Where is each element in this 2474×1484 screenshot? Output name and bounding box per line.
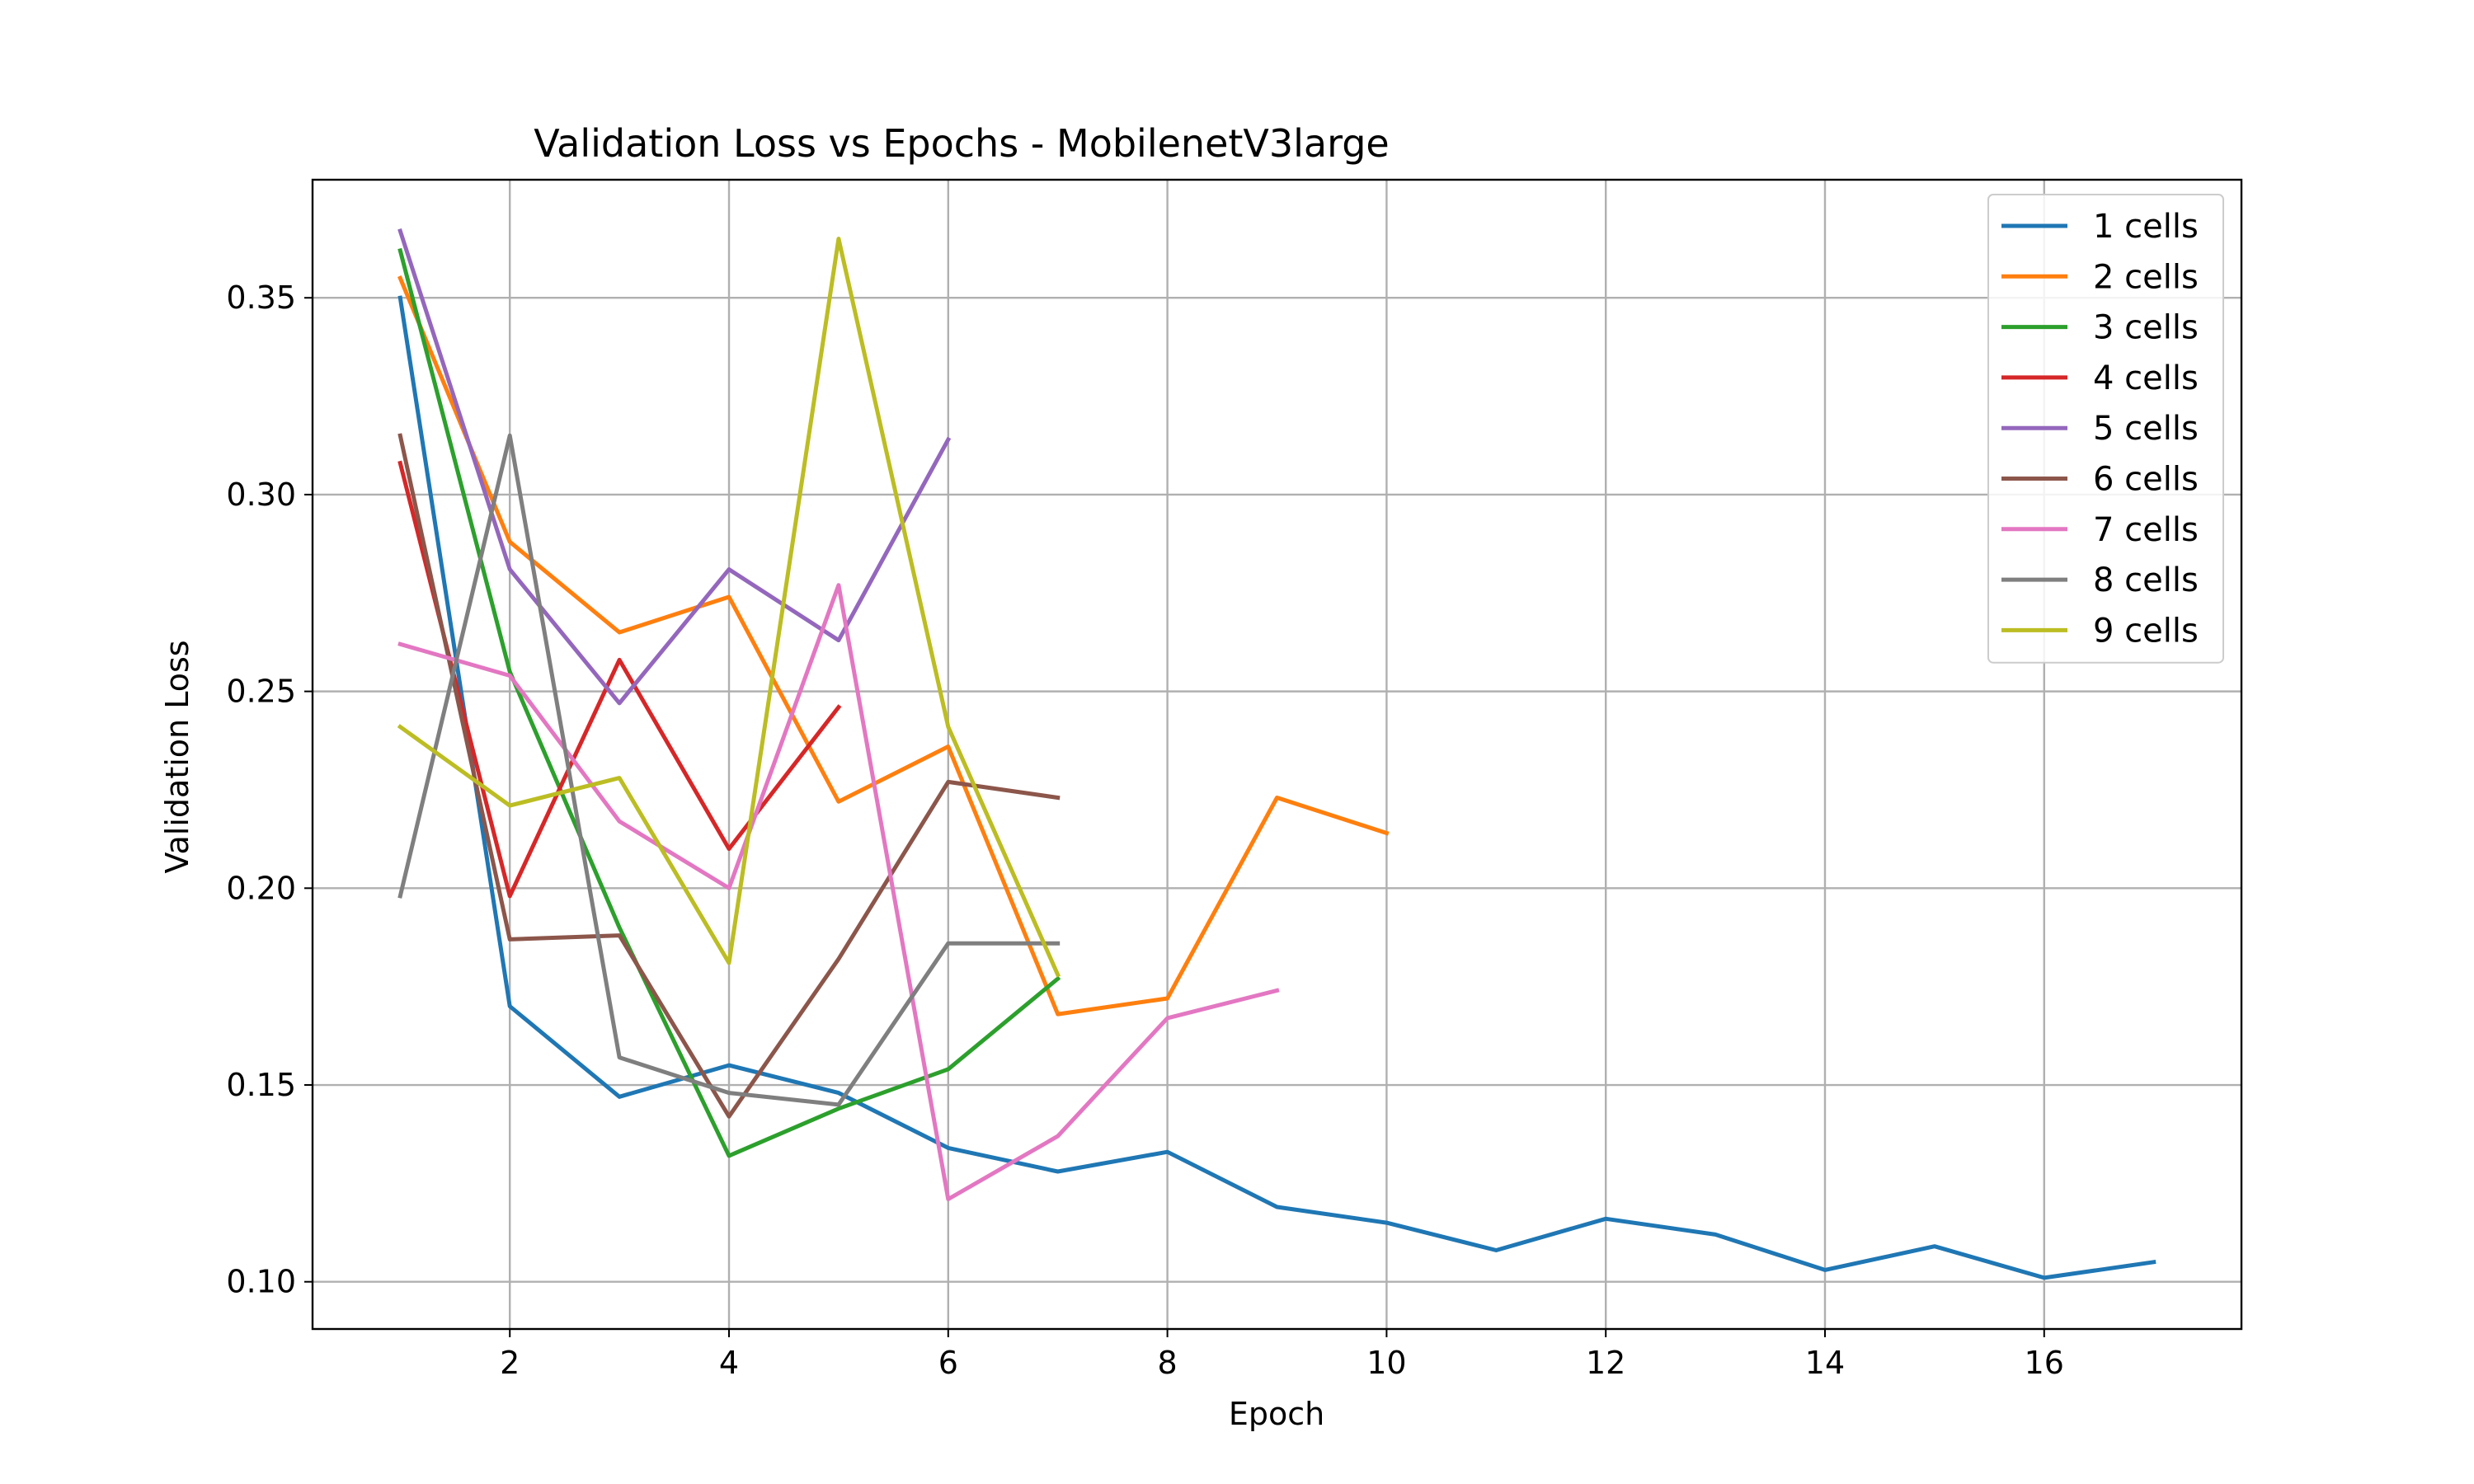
series-lines bbox=[397, 228, 2157, 1280]
series-line-4-cells bbox=[397, 460, 842, 899]
legend-label: 7 cells bbox=[2093, 511, 2199, 549]
y-axis-ticks: 0.10 0.15 0.20 0.25 0.30 0.35 bbox=[226, 279, 313, 1300]
series-line-3-cells bbox=[397, 247, 1061, 1158]
legend-label: 2 cells bbox=[2093, 258, 2199, 296]
x-tick-label: 6 bbox=[938, 1345, 958, 1381]
x-tick-label: 8 bbox=[1158, 1345, 1178, 1381]
legend-box bbox=[1987, 194, 2224, 664]
x-tick-label: 10 bbox=[1366, 1345, 1406, 1381]
series-line-6-cells bbox=[397, 433, 1061, 1119]
legend-label: 8 cells bbox=[2093, 561, 2199, 599]
legend-label: 1 cells bbox=[2093, 208, 2199, 246]
x-tick-label: 12 bbox=[1586, 1345, 1625, 1381]
y-tick-label: 0.25 bbox=[226, 674, 296, 710]
plot-area-frame bbox=[311, 178, 2243, 1331]
legend-label: 3 cells bbox=[2093, 309, 2199, 347]
x-axis-label: Epoch bbox=[1229, 1396, 1324, 1432]
x-tick-label: 2 bbox=[500, 1345, 520, 1381]
y-tick-label: 0.15 bbox=[226, 1067, 296, 1103]
x-tick-label: 14 bbox=[1805, 1345, 1845, 1381]
y-tick-label: 0.10 bbox=[226, 1264, 296, 1300]
legend: 1 cells 2 cells 3 cells 4 cells 5 cells 6 cel… bbox=[1987, 194, 2224, 664]
legend-label: 4 cells bbox=[2093, 359, 2199, 397]
legend-label: 9 cells bbox=[2093, 612, 2199, 650]
x-axis-ticks: 2 4 6 8 10 12 14 16 bbox=[500, 1329, 2064, 1381]
y-tick-label: 0.30 bbox=[226, 477, 296, 513]
series-line-2-cells bbox=[397, 275, 1390, 1017]
series-line-7-cells bbox=[397, 583, 1280, 1201]
x-tick-label: 16 bbox=[2025, 1345, 2064, 1381]
chart-title: Validation Loss vs Epochs - MobilenetV3l… bbox=[534, 121, 1389, 166]
x-tick-label: 4 bbox=[719, 1345, 739, 1381]
y-axis-label: Validation Loss bbox=[159, 640, 195, 873]
series-line-9-cells bbox=[397, 237, 1061, 978]
series-line-8-cells bbox=[397, 433, 1061, 1107]
legend-label: 5 cells bbox=[2093, 410, 2199, 448]
y-tick-label: 0.35 bbox=[226, 279, 296, 316]
legend-label: 6 cells bbox=[2093, 461, 2199, 499]
y-tick-label: 0.20 bbox=[226, 870, 296, 906]
